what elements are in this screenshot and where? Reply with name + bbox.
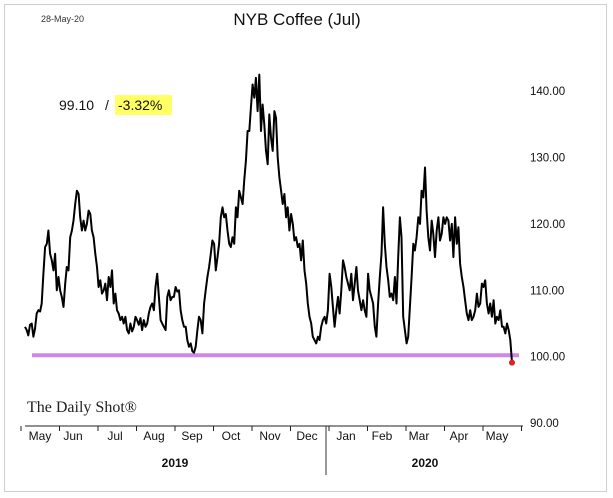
price-annotation: 99.10 / -3.32% (59, 95, 172, 115)
y-tick-label: 130.00 (530, 153, 565, 165)
chart-frame: 28-May-20 NYB Coffee (Jul) 99.10 / -3.32… (4, 4, 607, 492)
x-month-label: Nov (259, 429, 280, 443)
change-highlight (115, 95, 172, 115)
x-axis-ticks (20, 426, 522, 431)
x-month-label: Oct (222, 429, 241, 443)
x-month-label: Feb (372, 429, 393, 443)
y-tick-label: 90.00 (530, 418, 559, 430)
year-label-2019: 2019 (162, 456, 189, 470)
x-month-label: Apr (450, 429, 469, 443)
x-month-label: Dec (296, 429, 317, 443)
last-price-marker (509, 359, 515, 366)
x-month-label: Jun (63, 429, 82, 443)
year-label-2020: 2020 (412, 456, 439, 470)
x-month-label: May (29, 429, 52, 443)
price-series-line (24, 73, 513, 363)
last-price-value: 99.10 (59, 97, 94, 113)
x-month-label: May (486, 429, 509, 443)
y-axis-tick-labels: 90.00 100.00 110.00 120.00 130.00 140.00 (530, 86, 565, 430)
x-month-label: Sep (181, 429, 203, 443)
x-month-label: Aug (143, 429, 164, 443)
date-stamp: 28-May-20 (41, 14, 84, 24)
x-axis-month-labels: May Jun Jul Aug Sep Oct Nov Dec Jan Feb Mar Apr May (29, 429, 509, 443)
x-month-label: Jan (336, 429, 355, 443)
x-month-label: Jul (107, 429, 122, 443)
x-month-label: Mar (409, 429, 430, 443)
price-change-percent: -3.32% (118, 97, 162, 113)
chart: 28-May-20 NYB Coffee (Jul) 99.10 / -3.32… (20, 10, 565, 475)
daily-shot-logo: The Daily Shot® (27, 399, 137, 416)
y-tick-label: 100.00 (530, 352, 565, 364)
y-tick-label: 140.00 (530, 86, 565, 98)
chart-title: NYB Coffee (Jul) (233, 10, 360, 29)
y-tick-label: 110.00 (530, 285, 564, 297)
annotation-separator: / (105, 97, 109, 113)
y-tick-label: 120.00 (530, 219, 565, 231)
